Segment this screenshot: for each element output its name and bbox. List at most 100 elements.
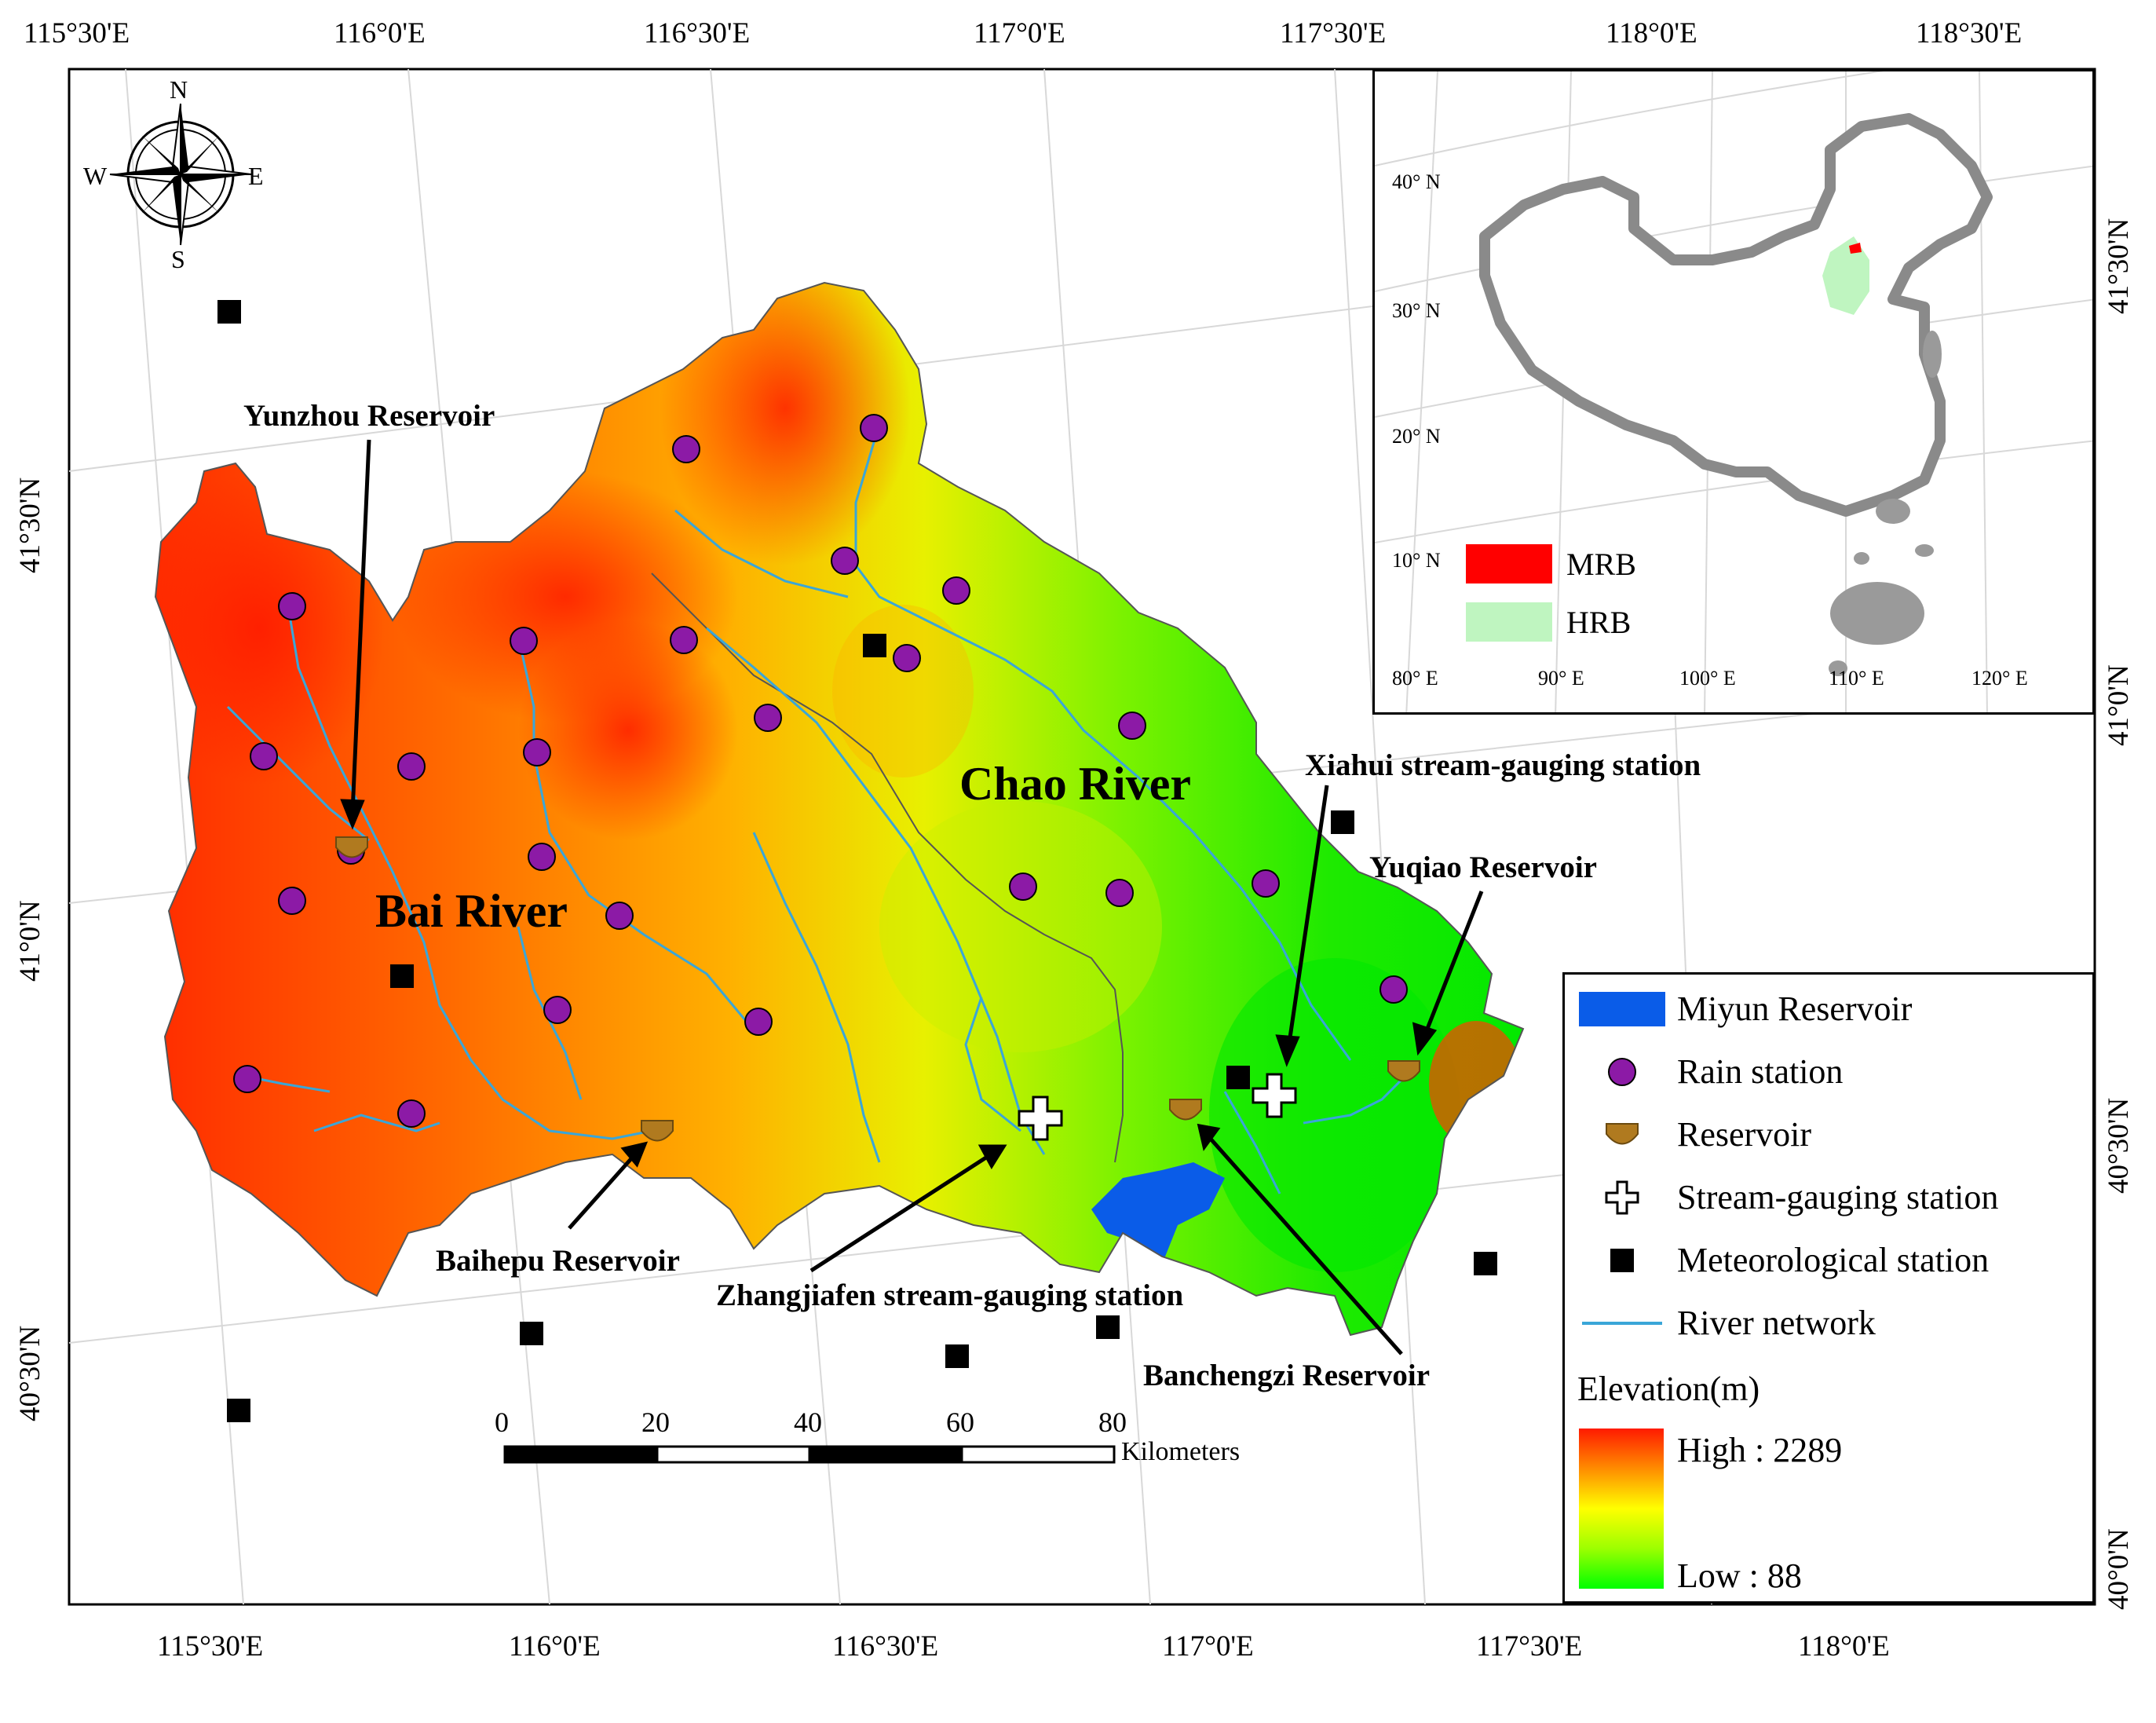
scale-tick: 80 <box>1098 1407 1127 1438</box>
inset-lat-label: 20° N <box>1392 425 1441 448</box>
rain-station <box>1009 872 1037 901</box>
lon-label: 117°30'E <box>1476 1630 1583 1663</box>
compass-east: E <box>248 162 264 190</box>
inset-lon-label: 90° E <box>1538 667 1584 690</box>
inset-lon-label: 100° E <box>1679 667 1736 690</box>
yuqiao-reservoir-label: Yuqiao Reservoir <box>1369 851 1597 884</box>
rain-station <box>942 576 970 605</box>
compass-north: N <box>170 75 188 104</box>
rain-station <box>528 843 556 871</box>
rain-station <box>605 902 634 930</box>
cross-icon <box>1605 1180 1639 1215</box>
legend-item-miyun: Miyun Reservoir <box>1565 986 2092 1033</box>
mrb-swatch <box>1466 544 1552 583</box>
hrb-area-shape <box>1822 236 1869 315</box>
purple-circle-icon <box>1608 1058 1636 1086</box>
compass-west: W <box>83 162 108 190</box>
lon-label: 116°0'E <box>334 17 426 49</box>
lon-label: 116°30'E <box>644 17 751 49</box>
legend-item-rain: Rain station <box>1565 1048 2092 1096</box>
elevation-low-label: Low : 88 <box>1677 1557 1802 1595</box>
legend-item-meteorological: Meteorological station <box>1565 1237 2092 1284</box>
inset-lat-label: 10° N <box>1392 549 1441 572</box>
inset-lon-label: 80° E <box>1392 667 1438 690</box>
rain-station <box>1379 975 1408 1004</box>
rain-station <box>1252 869 1280 898</box>
rain-station <box>831 547 859 575</box>
lat-label: 40°30'N <box>2103 1097 2135 1194</box>
scale-tick: 0 <box>495 1407 509 1438</box>
meteorological-stations <box>217 300 1497 1422</box>
reservoirs <box>335 836 1420 1142</box>
rain-station <box>672 435 700 463</box>
china-outline-shape <box>1479 113 1993 517</box>
legend-item-stream: Stream-gauging station <box>1565 1174 2092 1221</box>
lat-label: 41°0'N <box>14 900 46 982</box>
meteorological-station <box>1474 1252 1497 1275</box>
inset-lat-label: 40° N <box>1392 170 1441 193</box>
lon-label: 117°0'E <box>974 17 1065 49</box>
legend: Miyun Reservoir Rain station Reservoir S… <box>1562 972 2095 1604</box>
elevation-high-label: High : 2289 <box>1677 1431 1843 1469</box>
mrb-area-shape <box>1849 243 1862 254</box>
bai-river-label: Bai River <box>375 885 568 937</box>
scale-tick: 40 <box>794 1407 822 1438</box>
lon-label: 116°30'E <box>832 1630 939 1663</box>
scale-tick: 60 <box>946 1407 974 1438</box>
xiahui-station-label: Xiahui stream-gauging station <box>1305 748 1701 782</box>
inset-lon-label: 120° E <box>1971 667 2028 690</box>
water-body-icon <box>1579 992 1665 1026</box>
legend-label: Rain station <box>1677 1052 1844 1091</box>
reservoir-symbol <box>641 1120 674 1142</box>
lon-label: 118°30'E <box>1916 17 2023 49</box>
rain-station <box>278 887 306 915</box>
lon-label: 115°30'E <box>24 17 130 49</box>
lat-label: 41°30'N <box>14 477 46 573</box>
scale-unit-label: Kilometers <box>1121 1437 1241 1466</box>
legend-label: Reservoir <box>1677 1115 1812 1154</box>
lat-label: 41°30'N <box>2103 218 2135 314</box>
legend-item-river: River network <box>1565 1300 2092 1347</box>
miyun-reservoir-shape <box>1091 1162 1225 1280</box>
rain-station <box>1105 879 1134 907</box>
chao-river-label: Chao River <box>959 758 1191 810</box>
legend-label: River network <box>1677 1304 1876 1342</box>
river-line-icon <box>1582 1322 1662 1325</box>
yunzhou-reservoir-label: Yunzhou Reservoir <box>243 399 495 433</box>
lon-label: 117°0'E <box>1162 1630 1254 1663</box>
lon-label: 116°0'E <box>509 1630 601 1663</box>
meteorological-station <box>227 1399 250 1422</box>
annotation-arrows <box>340 439 1484 1355</box>
lon-label: 118°0'E <box>1798 1630 1890 1663</box>
rain-station <box>893 644 921 672</box>
legend-label: Miyun Reservoir <box>1677 990 1913 1028</box>
inset-map: 40° N 30° N 20° N 10° N 80° E 90° E 100°… <box>1372 69 2095 715</box>
scale-tick: 20 <box>641 1407 670 1438</box>
rain-station <box>233 1065 261 1093</box>
rain-station <box>670 626 698 654</box>
lon-label: 117°30'E <box>1280 17 1387 49</box>
lat-label: 41°0'N <box>2103 664 2135 746</box>
stream-gauging-station <box>1252 1073 1297 1118</box>
meteorological-station <box>390 964 414 988</box>
stream-gauging-stations <box>1018 1073 1297 1141</box>
elevation-title: Elevation(m) <box>1577 1370 1760 1408</box>
rain-station <box>754 704 782 732</box>
elevation-color-ramp <box>1579 1429 1664 1589</box>
lon-label: 115°30'E <box>157 1630 264 1663</box>
lat-label: 40°0'N <box>2103 1528 2135 1610</box>
rain-station <box>860 414 888 442</box>
compass-south: S <box>171 245 185 273</box>
rain-station <box>543 996 572 1024</box>
meteorological-station <box>520 1322 543 1345</box>
rain-station <box>523 738 551 766</box>
rain-station <box>397 752 426 781</box>
scale-bar <box>503 1445 1116 1464</box>
rain-stations <box>233 414 1408 1128</box>
inset-lat-label: 30° N <box>1392 299 1441 322</box>
lat-label: 40°30'N <box>14 1325 46 1421</box>
legend-label: Stream-gauging station <box>1677 1178 1999 1216</box>
sub-basin-divide <box>651 573 1124 1163</box>
rain-station <box>744 1008 773 1036</box>
inset-islands <box>1829 331 1942 676</box>
